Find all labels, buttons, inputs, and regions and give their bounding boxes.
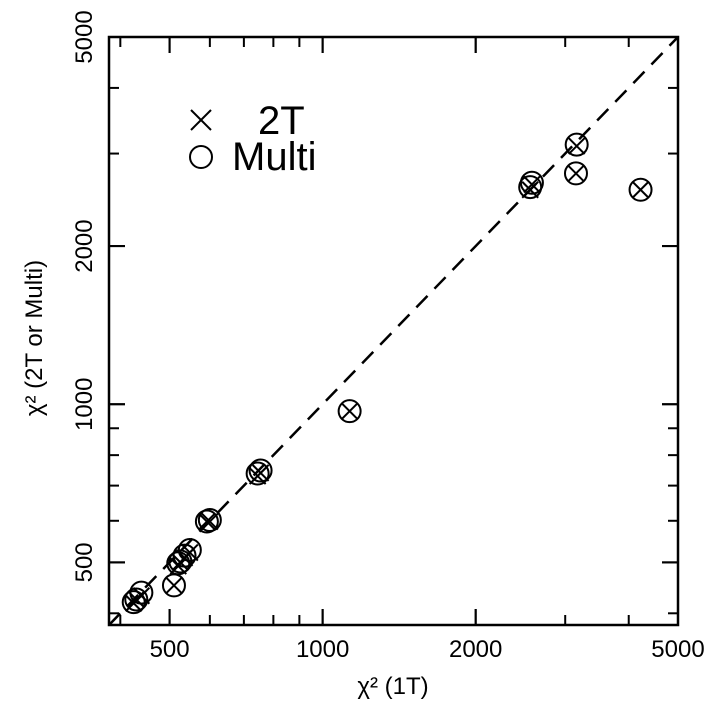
point-2t: [567, 164, 585, 183]
x-tick-label: 5000: [651, 636, 704, 663]
point-multi: [248, 458, 273, 483]
point-multi: [519, 170, 544, 195]
point-2t: [165, 576, 183, 595]
point-multi: [628, 177, 653, 202]
point-2t: [521, 181, 539, 199]
plot-frame: [107, 35, 680, 627]
point-multi: [172, 543, 197, 568]
point-multi: [337, 399, 362, 424]
x-tick-label: 2000: [449, 636, 502, 663]
point-multi: [245, 461, 270, 486]
reference-line: [108, 36, 679, 626]
legend-label-2t: 2T: [258, 99, 305, 143]
point-multi: [197, 508, 222, 533]
y-tick-label: 500: [71, 542, 98, 582]
legend: 2T Multi: [189, 99, 316, 179]
y-axis-label: χ² (2T or Multi): [21, 260, 48, 416]
point-2t: [631, 181, 650, 199]
legend-marker-circle: [189, 145, 213, 169]
point-2t: [201, 512, 219, 531]
legend-label-multi: Multi: [232, 135, 316, 179]
y-tick-label: 5000: [71, 10, 98, 63]
y-tick-label: 2000: [71, 219, 98, 272]
x-tick-label: 1000: [296, 636, 349, 663]
point-multi: [194, 509, 219, 534]
point-2t: [340, 402, 359, 420]
point-multi: [124, 587, 149, 612]
tick-labels-layer: 500 1000 2000 5000 500 1000 2000 5000: [71, 10, 705, 663]
point-2t: [567, 137, 586, 155]
points-layer: [121, 132, 653, 615]
point-multi: [563, 161, 588, 186]
legend-marker-x: [190, 109, 212, 131]
x-axis-label: χ² (1T): [357, 673, 428, 700]
point-multi: [129, 580, 154, 605]
x-tick-label: 500: [150, 636, 190, 663]
y-tick-label: 1000: [71, 378, 98, 431]
point-multi: [564, 132, 589, 157]
point-multi: [177, 537, 202, 562]
